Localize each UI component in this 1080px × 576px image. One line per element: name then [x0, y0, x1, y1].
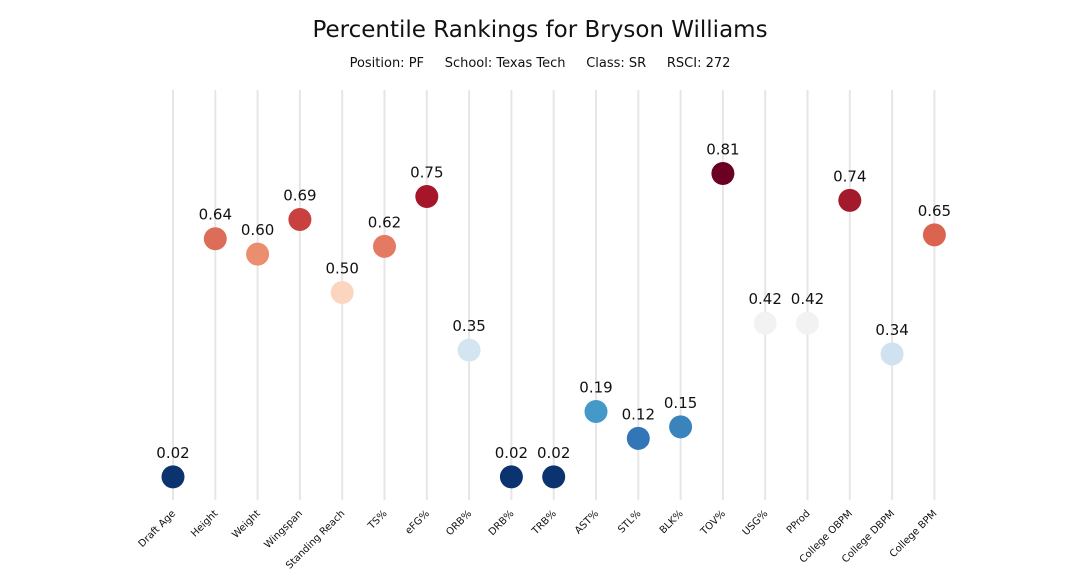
data-point	[542, 465, 566, 489]
data-point	[330, 281, 354, 304]
x-tick-label: PProd	[785, 508, 813, 536]
data-label: 0.81	[706, 140, 739, 158]
data-point	[499, 465, 523, 489]
data-label: 0.02	[495, 444, 528, 462]
x-tick-label: AST%	[573, 508, 601, 536]
data-label: 0.60	[241, 221, 274, 239]
data-label: 0.12	[622, 405, 655, 423]
x-tick-label: TRB%	[530, 508, 559, 537]
data-point	[796, 311, 819, 335]
data-label: 0.65	[918, 202, 951, 220]
data-label: 0.64	[199, 206, 232, 224]
data-point	[246, 242, 270, 266]
data-point	[288, 208, 312, 232]
data-point	[669, 415, 693, 439]
data-label: 0.42	[748, 290, 781, 308]
data-point	[457, 338, 481, 362]
data-label: 0.34	[875, 321, 908, 339]
data-point	[203, 227, 227, 251]
x-tick-label: eFG%	[404, 508, 432, 536]
data-point	[880, 342, 904, 366]
x-tick-label: STL%	[616, 508, 643, 535]
x-tick-label: Wingspan	[262, 508, 305, 551]
data-label: 0.75	[410, 164, 443, 182]
x-tick-label: USG%	[741, 508, 771, 538]
data-point	[161, 465, 185, 489]
data-point	[584, 400, 608, 424]
data-label: 0.35	[452, 317, 485, 335]
chart-title: Percentile Rankings for Bryson Williams	[312, 17, 768, 43]
data-point	[922, 223, 946, 247]
data-point	[711, 161, 735, 185]
chart-subtitle: Position: PF School: Texas Tech Class: S…	[0, 56, 1080, 71]
data-point	[626, 426, 650, 450]
subtitle-rsci: RSCI: 272	[666, 56, 731, 71]
data-label: 0.19	[579, 379, 612, 397]
subtitle-school: School: Texas Tech	[444, 56, 566, 71]
data-label: 0.15	[664, 394, 697, 412]
data-point	[838, 188, 862, 212]
data-label: 0.69	[283, 187, 316, 205]
x-tick-label: Weight	[230, 508, 262, 540]
data-label: 0.74	[833, 167, 866, 185]
data-label: 0.02	[156, 444, 189, 462]
data-point	[373, 234, 396, 258]
data-label: 0.50	[325, 260, 358, 278]
data-point	[415, 185, 439, 208]
x-tick-label: Draft Age	[137, 508, 179, 550]
data-label: 0.42	[791, 290, 824, 308]
x-tick-label: DRB%	[487, 508, 517, 538]
data-label: 0.62	[368, 213, 401, 231]
subtitle-position: Position: PF	[349, 56, 425, 71]
data-label: 0.02	[537, 444, 570, 462]
x-tick-label: Height	[189, 508, 220, 539]
x-tick-label: TOV%	[698, 508, 728, 538]
x-tick-label: TS%	[366, 508, 390, 532]
data-point	[753, 311, 777, 335]
subtitle-class: Class: SR	[586, 56, 647, 71]
x-tick-label: BLK%	[658, 508, 686, 536]
x-tick-label: ORB%	[444, 508, 474, 538]
